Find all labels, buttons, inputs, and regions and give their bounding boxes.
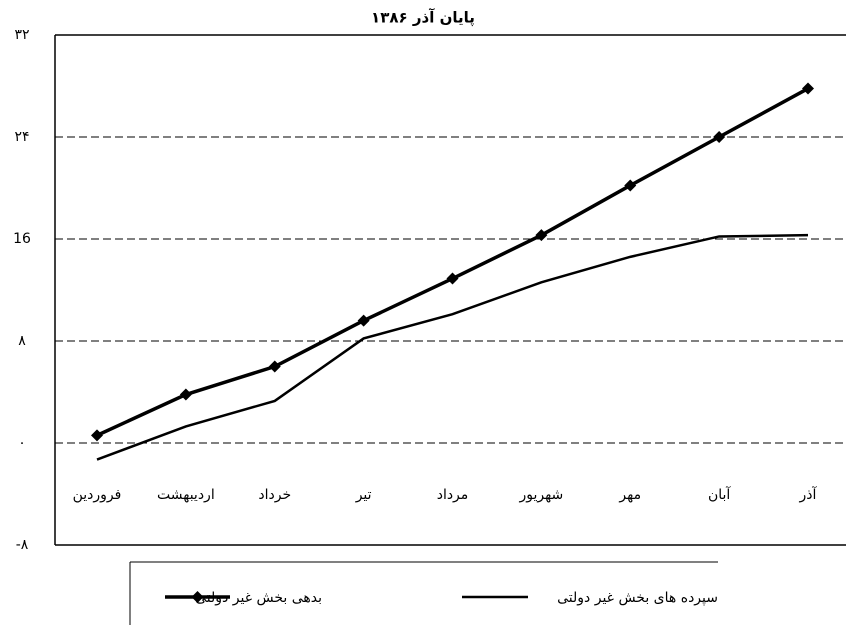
marker (535, 229, 548, 242)
marker (179, 388, 192, 401)
y-tick-label: ۳۲ (14, 27, 29, 43)
marker (268, 360, 281, 373)
y-tick-label: ۸ (18, 333, 26, 349)
y-tick-label: -۸ (16, 537, 29, 553)
marker (91, 429, 103, 442)
marker (713, 131, 726, 143)
chart-title: پایان آذر ۱۳۸۶ (371, 9, 475, 28)
x-tick-label: اردیبهشت (157, 487, 215, 503)
series-line (96, 87, 809, 437)
legend-label: سپرده های بخش غیر دولتی (557, 590, 718, 606)
series-line (96, 233, 809, 461)
marker (357, 314, 370, 327)
y-tick-label: 16 (13, 231, 31, 247)
marker (446, 272, 459, 285)
legend-label: بدهی بخش غیر دولتی (195, 590, 322, 606)
x-tick-label: مرداد (437, 487, 469, 503)
legend-marker (191, 591, 204, 603)
x-tick-label: شهریور (518, 487, 563, 503)
x-tick-label: آبان (708, 486, 731, 503)
y-tick-label: ۲۴ (14, 129, 29, 145)
x-tick-label: فروردین (73, 487, 122, 503)
y-tick-label: ٠ (18, 435, 26, 451)
x-tick-label: آذر (799, 486, 818, 503)
marker (624, 179, 637, 192)
x-tick-label: تیر (355, 487, 372, 503)
x-tick-label: خرداد (258, 487, 291, 503)
x-tick-label: مهر (618, 487, 641, 503)
marker (802, 82, 814, 95)
